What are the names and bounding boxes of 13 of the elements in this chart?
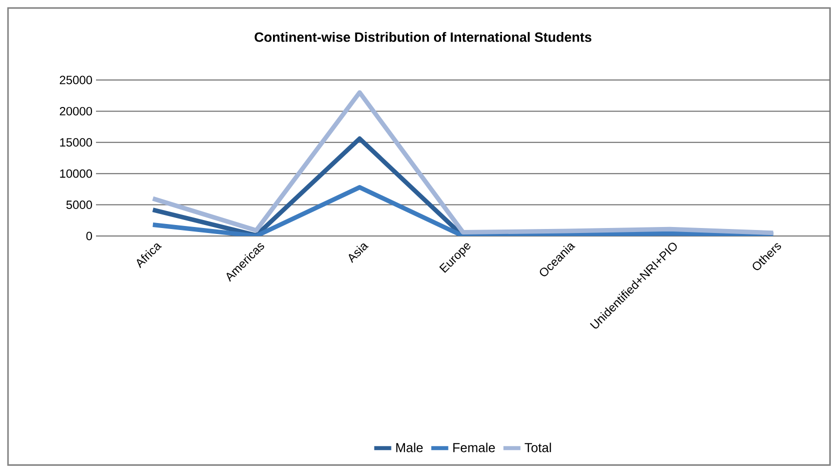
legend-label: Female <box>453 442 495 452</box>
y-tick-label: 5000 <box>66 200 92 210</box>
legend-label: Male <box>396 442 423 452</box>
y-tick-label: 20000 <box>60 106 92 116</box>
chart-title: Continent-wise Distribution of International Students <box>254 32 592 42</box>
line-series <box>150 90 776 236</box>
legend-label: Total <box>524 442 551 452</box>
y-tick-label: 25000 <box>60 76 92 84</box>
y-tick-label: 10000 <box>60 169 92 178</box>
line-series <box>150 185 776 236</box>
y-tick-label: 15000 <box>60 138 92 147</box>
y-tick-label: 0 <box>86 232 92 240</box>
x-tick-label: Asia <box>348 244 369 264</box>
